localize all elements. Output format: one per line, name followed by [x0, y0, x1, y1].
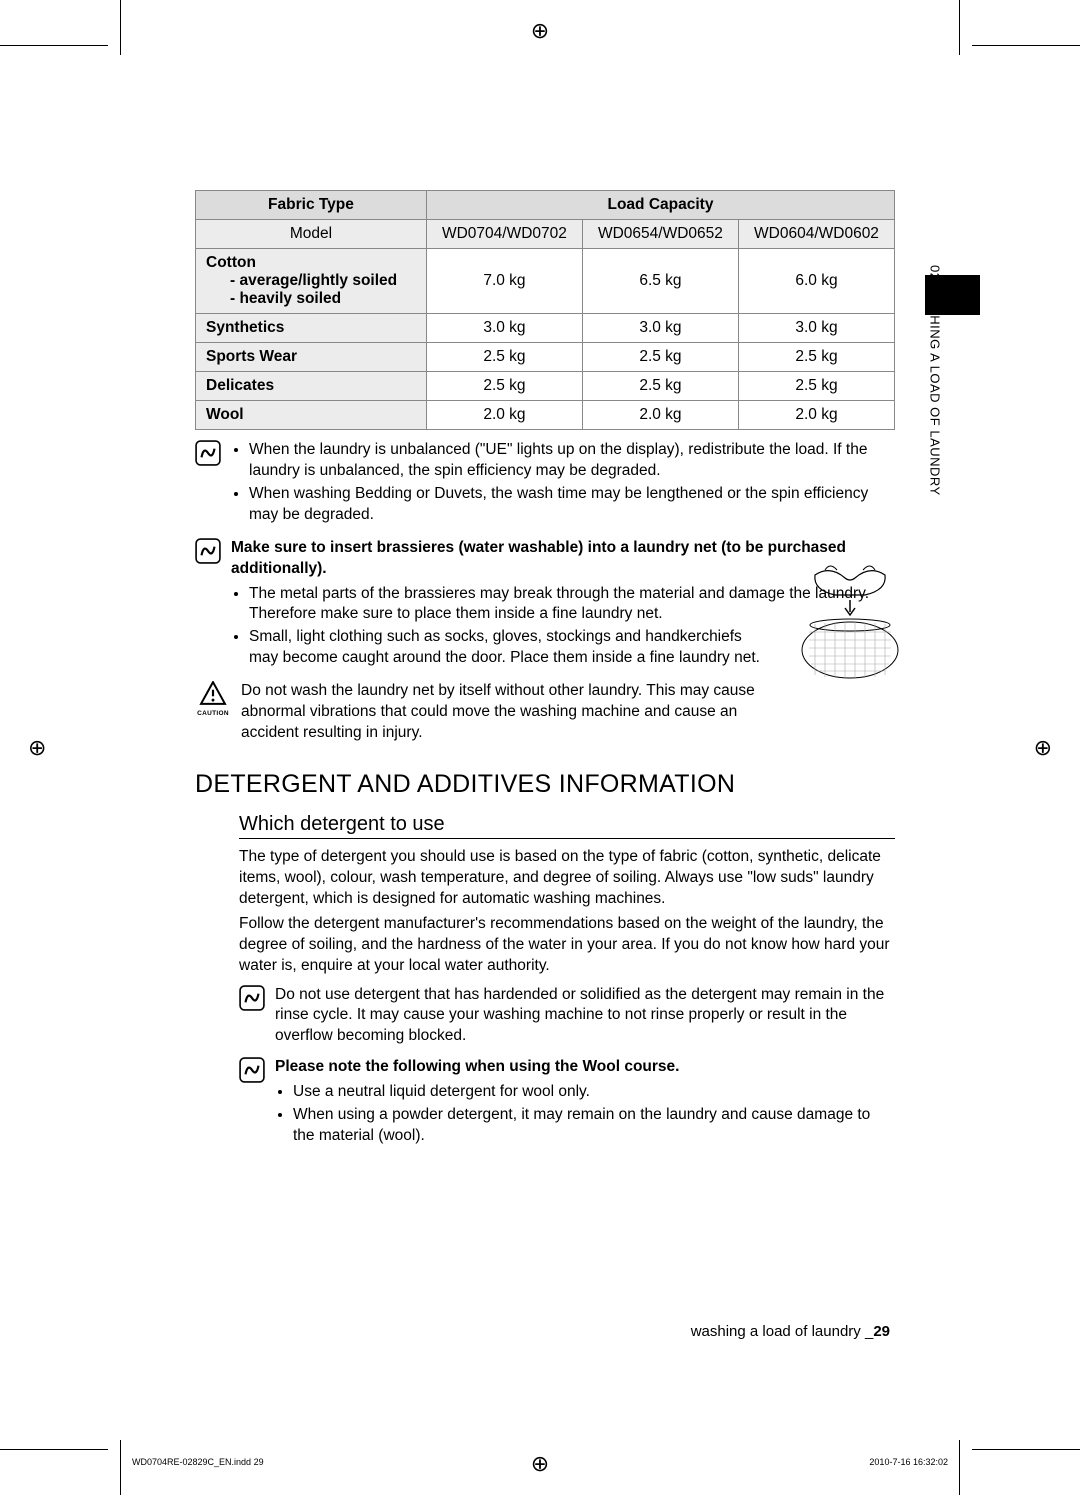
registration-mark-icon: ⊕ [531, 1451, 549, 1477]
crop-mark [120, 0, 121, 55]
table-header-capacity: Load Capacity [426, 191, 894, 220]
caution-icon: CAUTION [195, 681, 231, 744]
note-block: When the laundry is unbalanced ("UE" lig… [195, 440, 895, 528]
print-footer-filename: WD0704RE-02829C_EN.indd 29 [132, 1457, 264, 1467]
print-footer-timestamp: 2010-7-16 16:32:02 [869, 1457, 948, 1467]
section-heading: DETERGENT AND ADDITIVES INFORMATION [195, 770, 895, 799]
section-tab-marker [925, 275, 980, 315]
table-col: WD0654/WD0652 [582, 220, 738, 249]
registration-mark-icon: ⊕ [1034, 735, 1052, 761]
table-row: Sports Wear 2.5 kg 2.5 kg 2.5 kg [196, 343, 895, 372]
bra-net-illustration [795, 560, 905, 680]
body-paragraph: Follow the detergent manufacturer's reco… [239, 914, 895, 977]
crop-mark [972, 1449, 1080, 1450]
table-col: WD0704/WD0702 [426, 220, 582, 249]
note-icon [195, 538, 221, 672]
note-icon [195, 440, 221, 528]
table-row: Delicates 2.5 kg 2.5 kg 2.5 kg [196, 372, 895, 401]
note-body: Please note the following when using the… [275, 1057, 895, 1149]
crop-mark [959, 0, 960, 55]
crop-mark [972, 45, 1080, 46]
note-icon [239, 1057, 265, 1149]
note-body: When the laundry is unbalanced ("UE" lig… [231, 440, 895, 528]
table-row: Wool 2.0 kg 2.0 kg 2.0 kg [196, 401, 895, 430]
crop-mark [0, 45, 108, 46]
registration-mark-icon: ⊕ [531, 18, 549, 44]
caution-text: Do not wash the laundry net by itself wi… [241, 681, 895, 744]
crop-mark [0, 1449, 108, 1450]
note-block: Do not use detergent that has hardended … [239, 985, 895, 1048]
subsection-heading: Which detergent to use [239, 813, 895, 839]
registration-mark-icon: ⊕ [28, 735, 46, 761]
table-header-fabric: Fabric Type [196, 191, 427, 220]
body-paragraph: The type of detergent you should use is … [239, 847, 895, 910]
note-body: Do not use detergent that has hardended … [275, 985, 895, 1048]
table-col: WD0604/WD0602 [738, 220, 894, 249]
row-label: Cotton - average/lightly soiled - heavil… [196, 249, 427, 314]
page-content: Fabric Type Load Capacity Model WD0704/W… [195, 190, 895, 1149]
note-icon [239, 985, 265, 1048]
note-block: Make sure to insert brassieres (water wa… [195, 538, 895, 672]
crop-mark [959, 1440, 960, 1495]
note-block: Please note the following when using the… [239, 1057, 895, 1149]
load-capacity-table: Fabric Type Load Capacity Model WD0704/W… [195, 190, 895, 430]
table-row: Synthetics 3.0 kg 3.0 kg 3.0 kg [196, 314, 895, 343]
caution-block: CAUTION Do not wash the laundry net by i… [195, 681, 895, 744]
crop-mark [120, 1440, 121, 1495]
table-row: Cotton - average/lightly soiled - heavil… [196, 249, 895, 314]
page-footer: washing a load of laundry _29 [691, 1323, 890, 1340]
table-model-label: Model [196, 220, 427, 249]
